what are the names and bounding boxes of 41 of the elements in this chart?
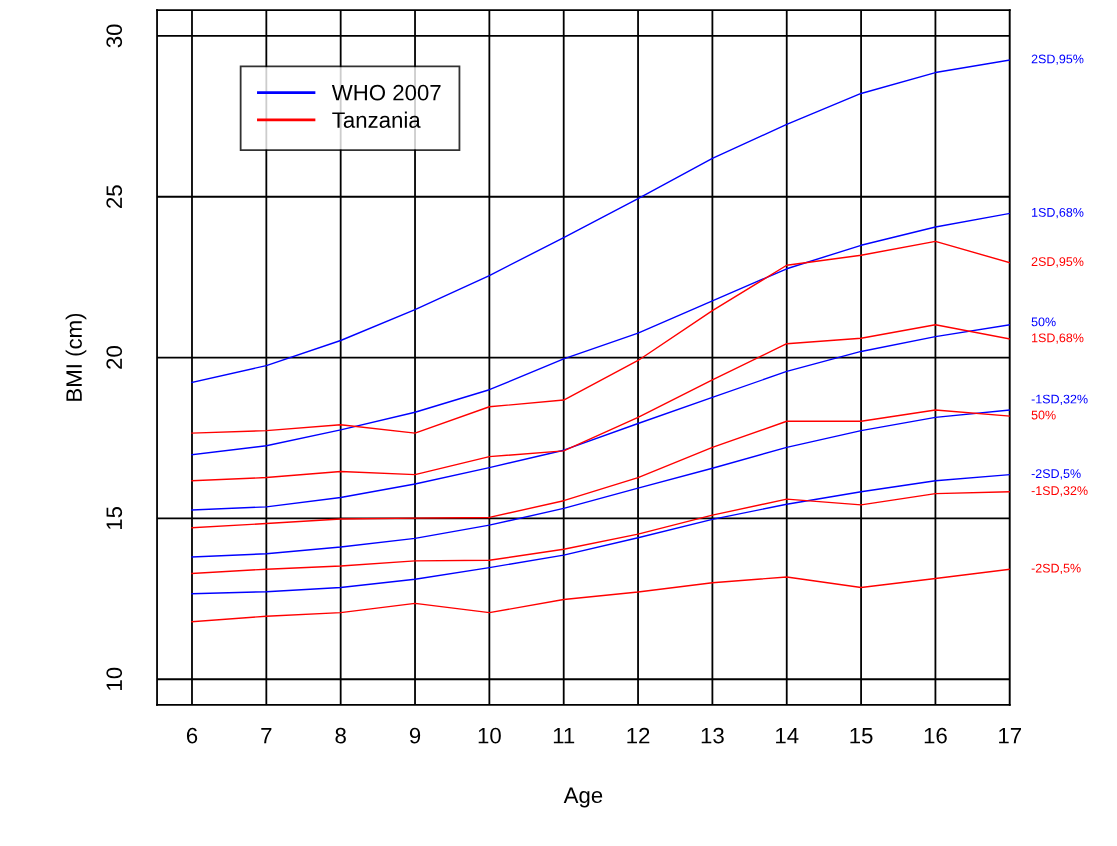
text: 1SD,68% bbox=[1032, 333, 1084, 344]
x-tick-label: 12 bbox=[627, 727, 650, 744]
line-series bbox=[191, 324, 1010, 511]
text: 2SD,95% bbox=[1031, 54, 1084, 65]
line-series bbox=[191, 409, 1010, 558]
line-series bbox=[191, 409, 1010, 529]
x-tick-label: 15 bbox=[850, 728, 873, 744]
x-tick-label: 17 bbox=[999, 728, 1022, 744]
line-series bbox=[191, 324, 1010, 482]
line-series bbox=[191, 473, 1010, 595]
legend-label: WHO 2007 bbox=[331, 84, 441, 101]
x-tick-label: 6 bbox=[186, 727, 198, 744]
y-tick-label: 20 bbox=[106, 346, 123, 369]
legend-label: Tanzania bbox=[332, 111, 421, 128]
y-tick-label: 10 bbox=[106, 667, 123, 690]
y-axis-title: BMI (cm) bbox=[65, 313, 87, 401]
x-tick-label: 10 bbox=[478, 727, 501, 744]
x-tick-label: 9 bbox=[409, 727, 421, 744]
x-axis-title: Age bbox=[563, 787, 603, 808]
text: 50% bbox=[1031, 317, 1056, 327]
x-tick-label: 13 bbox=[701, 727, 724, 744]
line-series bbox=[191, 212, 1010, 456]
line-series bbox=[191, 491, 1010, 575]
x-tick-label: 14 bbox=[776, 728, 799, 744]
x-tick-label: 11 bbox=[553, 728, 575, 744]
text: -1SD,32% bbox=[1031, 486, 1088, 497]
text: 1SD,68% bbox=[1032, 207, 1084, 219]
text: -2SD,5% bbox=[1031, 469, 1081, 480]
y-tick-label: 15 bbox=[106, 506, 123, 530]
x-tick-label: 16 bbox=[924, 727, 947, 744]
y-tick-label: 25 bbox=[106, 185, 123, 208]
x-tick-label: 8 bbox=[335, 727, 346, 744]
text: -1SD,32% bbox=[1031, 394, 1088, 405]
text: 50% bbox=[1031, 410, 1056, 420]
y-tick-label: 30 bbox=[106, 24, 123, 48]
line-series bbox=[191, 59, 1010, 384]
line-series bbox=[191, 240, 1010, 434]
text: -2SD,5% bbox=[1031, 563, 1081, 575]
x-tick-label: 7 bbox=[261, 728, 272, 744]
line-series bbox=[191, 568, 1010, 623]
text: 2SD,95% bbox=[1031, 257, 1084, 268]
